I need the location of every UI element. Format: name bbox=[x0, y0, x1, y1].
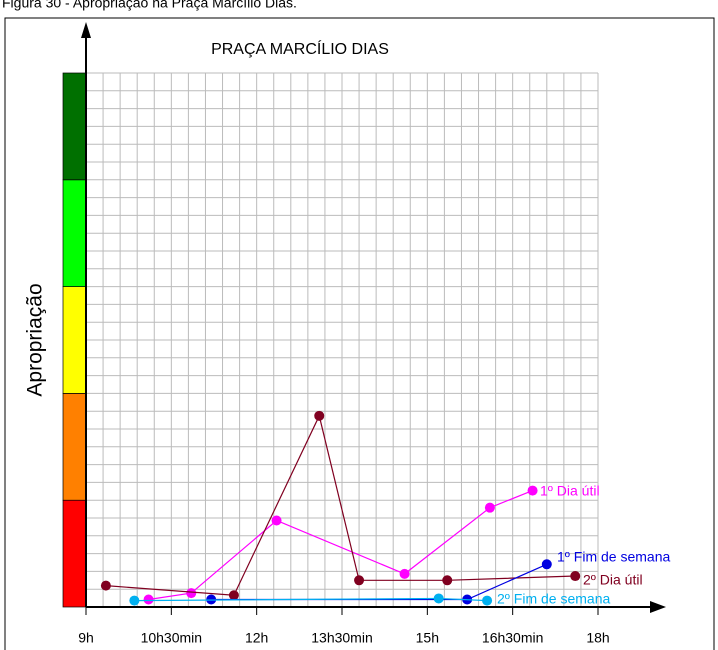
series-line bbox=[105, 414, 576, 596]
point bbox=[399, 568, 410, 579]
chart-title: PRAÇA MARCÍLIO DIAS bbox=[211, 39, 389, 58]
x-tick-label: 16h30min bbox=[482, 630, 544, 646]
y-axis-label: Apropriação bbox=[24, 283, 47, 396]
series-label: 2º Dia útil bbox=[583, 572, 643, 588]
series-label: 2º Fim de semana bbox=[497, 591, 610, 607]
level-band bbox=[62, 286, 87, 394]
x-tick-label: 13h30min bbox=[311, 630, 373, 646]
x-arrow bbox=[650, 601, 666, 613]
point bbox=[271, 515, 282, 526]
point bbox=[228, 590, 239, 601]
point bbox=[433, 593, 444, 604]
point bbox=[314, 410, 325, 421]
level-band bbox=[62, 393, 87, 501]
y-arrow bbox=[81, 22, 91, 38]
x-tick-label: 18h bbox=[586, 630, 609, 646]
x-tick-label: 10h30min bbox=[141, 630, 203, 646]
point bbox=[541, 559, 552, 570]
series-label: 1º Dia útil bbox=[540, 483, 600, 499]
series-label: 1º Fim de semana bbox=[557, 549, 670, 565]
level-band bbox=[62, 72, 87, 181]
point bbox=[186, 588, 197, 599]
point bbox=[482, 595, 493, 606]
frame bbox=[4, 17, 715, 650]
x-tick-label: 9h bbox=[78, 630, 94, 646]
caption: Figura 30 - Apropriação na Praça Marcíli… bbox=[2, 0, 297, 11]
point bbox=[484, 502, 495, 513]
x-tick-label: 15h bbox=[416, 630, 439, 646]
point bbox=[100, 580, 111, 591]
point bbox=[442, 575, 453, 586]
point bbox=[527, 485, 538, 496]
level-band bbox=[62, 499, 87, 608]
point bbox=[570, 571, 581, 582]
series-line bbox=[148, 490, 533, 601]
x-tick-label: 12h bbox=[245, 630, 268, 646]
level-band bbox=[62, 179, 87, 287]
point bbox=[143, 594, 154, 605]
point bbox=[354, 575, 365, 586]
point bbox=[129, 595, 140, 606]
